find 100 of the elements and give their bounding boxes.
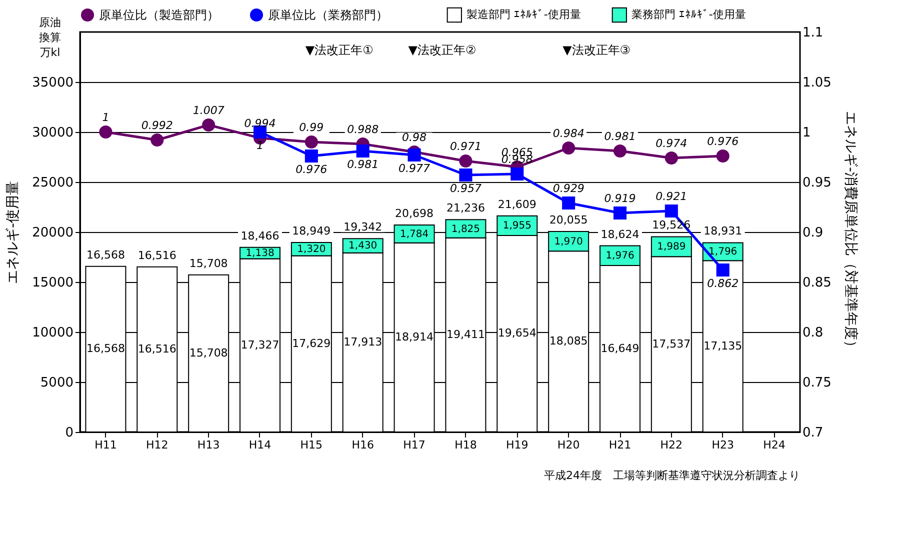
total-label: 15,708 [189, 256, 228, 270]
x-tick-label: H18 [454, 438, 477, 452]
annotation: ▼法改正年① [305, 43, 374, 57]
point [716, 263, 730, 277]
total-label: 18,466 [240, 229, 280, 242]
data-label: 19,654 [498, 326, 536, 340]
x-tick-label: H19 [506, 438, 528, 452]
data-label: 17,629 [292, 336, 331, 350]
data-label: 1,796 [708, 246, 738, 258]
data-label: 0.977 [398, 162, 430, 175]
y2-tick-label: 0.95 [802, 176, 832, 190]
data-label: 0.992 [141, 119, 173, 132]
x-tick-label: H24 [763, 438, 786, 452]
data-label: 16,516 [138, 342, 176, 356]
data-label: 1,320 [297, 244, 326, 256]
data-label: 1,976 [606, 250, 634, 262]
point [304, 149, 318, 163]
data-label: 0.974 [656, 137, 688, 150]
y2-tick-label: 0.75 [802, 376, 832, 390]
point [562, 196, 576, 210]
total-label: 19,342 [344, 220, 382, 234]
annotation: ▼法改正年② [408, 43, 476, 57]
y-tick-label: 0 [65, 426, 74, 440]
point [613, 144, 627, 158]
data-label: 0.919 [604, 192, 636, 205]
x-tick-label: H15 [300, 438, 323, 452]
total-label: 21,236 [446, 202, 485, 215]
data-label: 0.921 [656, 190, 688, 203]
point [150, 133, 164, 147]
data-label: 15,708 [189, 346, 228, 360]
y-tick-label: 15000 [32, 276, 74, 290]
y2-axis-title: エネルギ-消費原単位比（対基準年度） [842, 110, 858, 354]
point [510, 167, 524, 181]
data-label: 0.988 [347, 123, 379, 136]
annotation: ▼法改正年③ [562, 43, 631, 57]
x-tick-label: H20 [557, 438, 580, 452]
text: 原油換算万kl [39, 16, 61, 59]
total-label: 16,516 [138, 248, 176, 262]
x-tick-label: H22 [660, 438, 683, 452]
point [613, 206, 627, 220]
point [664, 151, 678, 165]
data-label: 0.957 [450, 182, 482, 195]
y-tick-label: 35000 [32, 76, 74, 90]
y2-tick-label: 0.85 [802, 276, 832, 290]
total-label: 16,568 [86, 248, 125, 262]
data-label: 18,085 [549, 334, 588, 348]
point [356, 144, 370, 158]
data-label: 0.981 [604, 130, 636, 143]
data-label: 1,784 [400, 228, 429, 240]
x-tick-label: H12 [146, 438, 168, 452]
legend-label: 原単位比（業務部門） [268, 8, 388, 22]
total-label: 20,055 [549, 213, 588, 226]
y2-tick-label: 0.9 [802, 226, 824, 240]
x-tick-label: H11 [94, 438, 117, 452]
point [304, 135, 318, 149]
data-label: 16,568 [86, 342, 125, 356]
data-label: 0.929 [552, 182, 584, 195]
data-label: 0.994 [244, 117, 276, 130]
total-label: 18,624 [600, 228, 640, 241]
data-label: 1,825 [451, 224, 480, 235]
data-label: 17,537 [652, 337, 691, 350]
data-label: 18,914 [395, 330, 434, 344]
point [459, 168, 472, 182]
point [99, 125, 112, 139]
y-tick-label: 10000 [32, 326, 74, 340]
text: 平成24年度 工場等判断基準遵守状況分析調査より [544, 469, 800, 482]
point [202, 118, 216, 132]
total-label: 18,949 [292, 224, 331, 238]
y2-tick-label: 1.05 [802, 76, 832, 90]
total-label: 21,609 [498, 198, 536, 211]
data-label: 0.971 [450, 140, 482, 153]
data-label: 0.976 [707, 135, 739, 148]
data-label: 1 [102, 111, 110, 124]
legend-label: 製造部門 ｴﾈﾙｷﾞ-使用量 [466, 8, 581, 21]
x-tick-label: H23 [712, 438, 734, 452]
y2-tick-label: 0.7 [802, 426, 824, 440]
y-tick-label: 30000 [32, 126, 74, 140]
data-label: 0.976 [296, 163, 328, 176]
x-tick-label: H14 [248, 438, 272, 452]
data-label: 1,138 [246, 248, 274, 260]
data-label: 0.99 [299, 121, 324, 134]
y2-tick-label: 1 [802, 126, 811, 140]
data-label: 0.981 [347, 158, 379, 171]
data-label: 1.007 [192, 104, 224, 117]
y2-tick-label: 0.8 [802, 326, 824, 340]
data-label: 1,955 [502, 220, 532, 232]
data-label: 17,135 [704, 339, 742, 352]
y-tick-label: 20000 [32, 226, 74, 240]
y2-tick-label: 1.1 [802, 26, 824, 40]
data-label: 17,327 [240, 338, 280, 352]
data-label: 16,649 [600, 342, 640, 355]
x-tick-label: H13 [197, 438, 220, 452]
point [408, 148, 421, 162]
point [664, 204, 678, 218]
data-label: 17,913 [344, 335, 382, 348]
y-tick-label: 5000 [40, 376, 74, 390]
y-axis-title: エネルギ-使用量 [5, 180, 22, 284]
data-label: 0.984 [552, 127, 584, 140]
legend-label: 原単位比（製造部門） [99, 8, 219, 22]
total-label: 20,698 [395, 207, 434, 220]
